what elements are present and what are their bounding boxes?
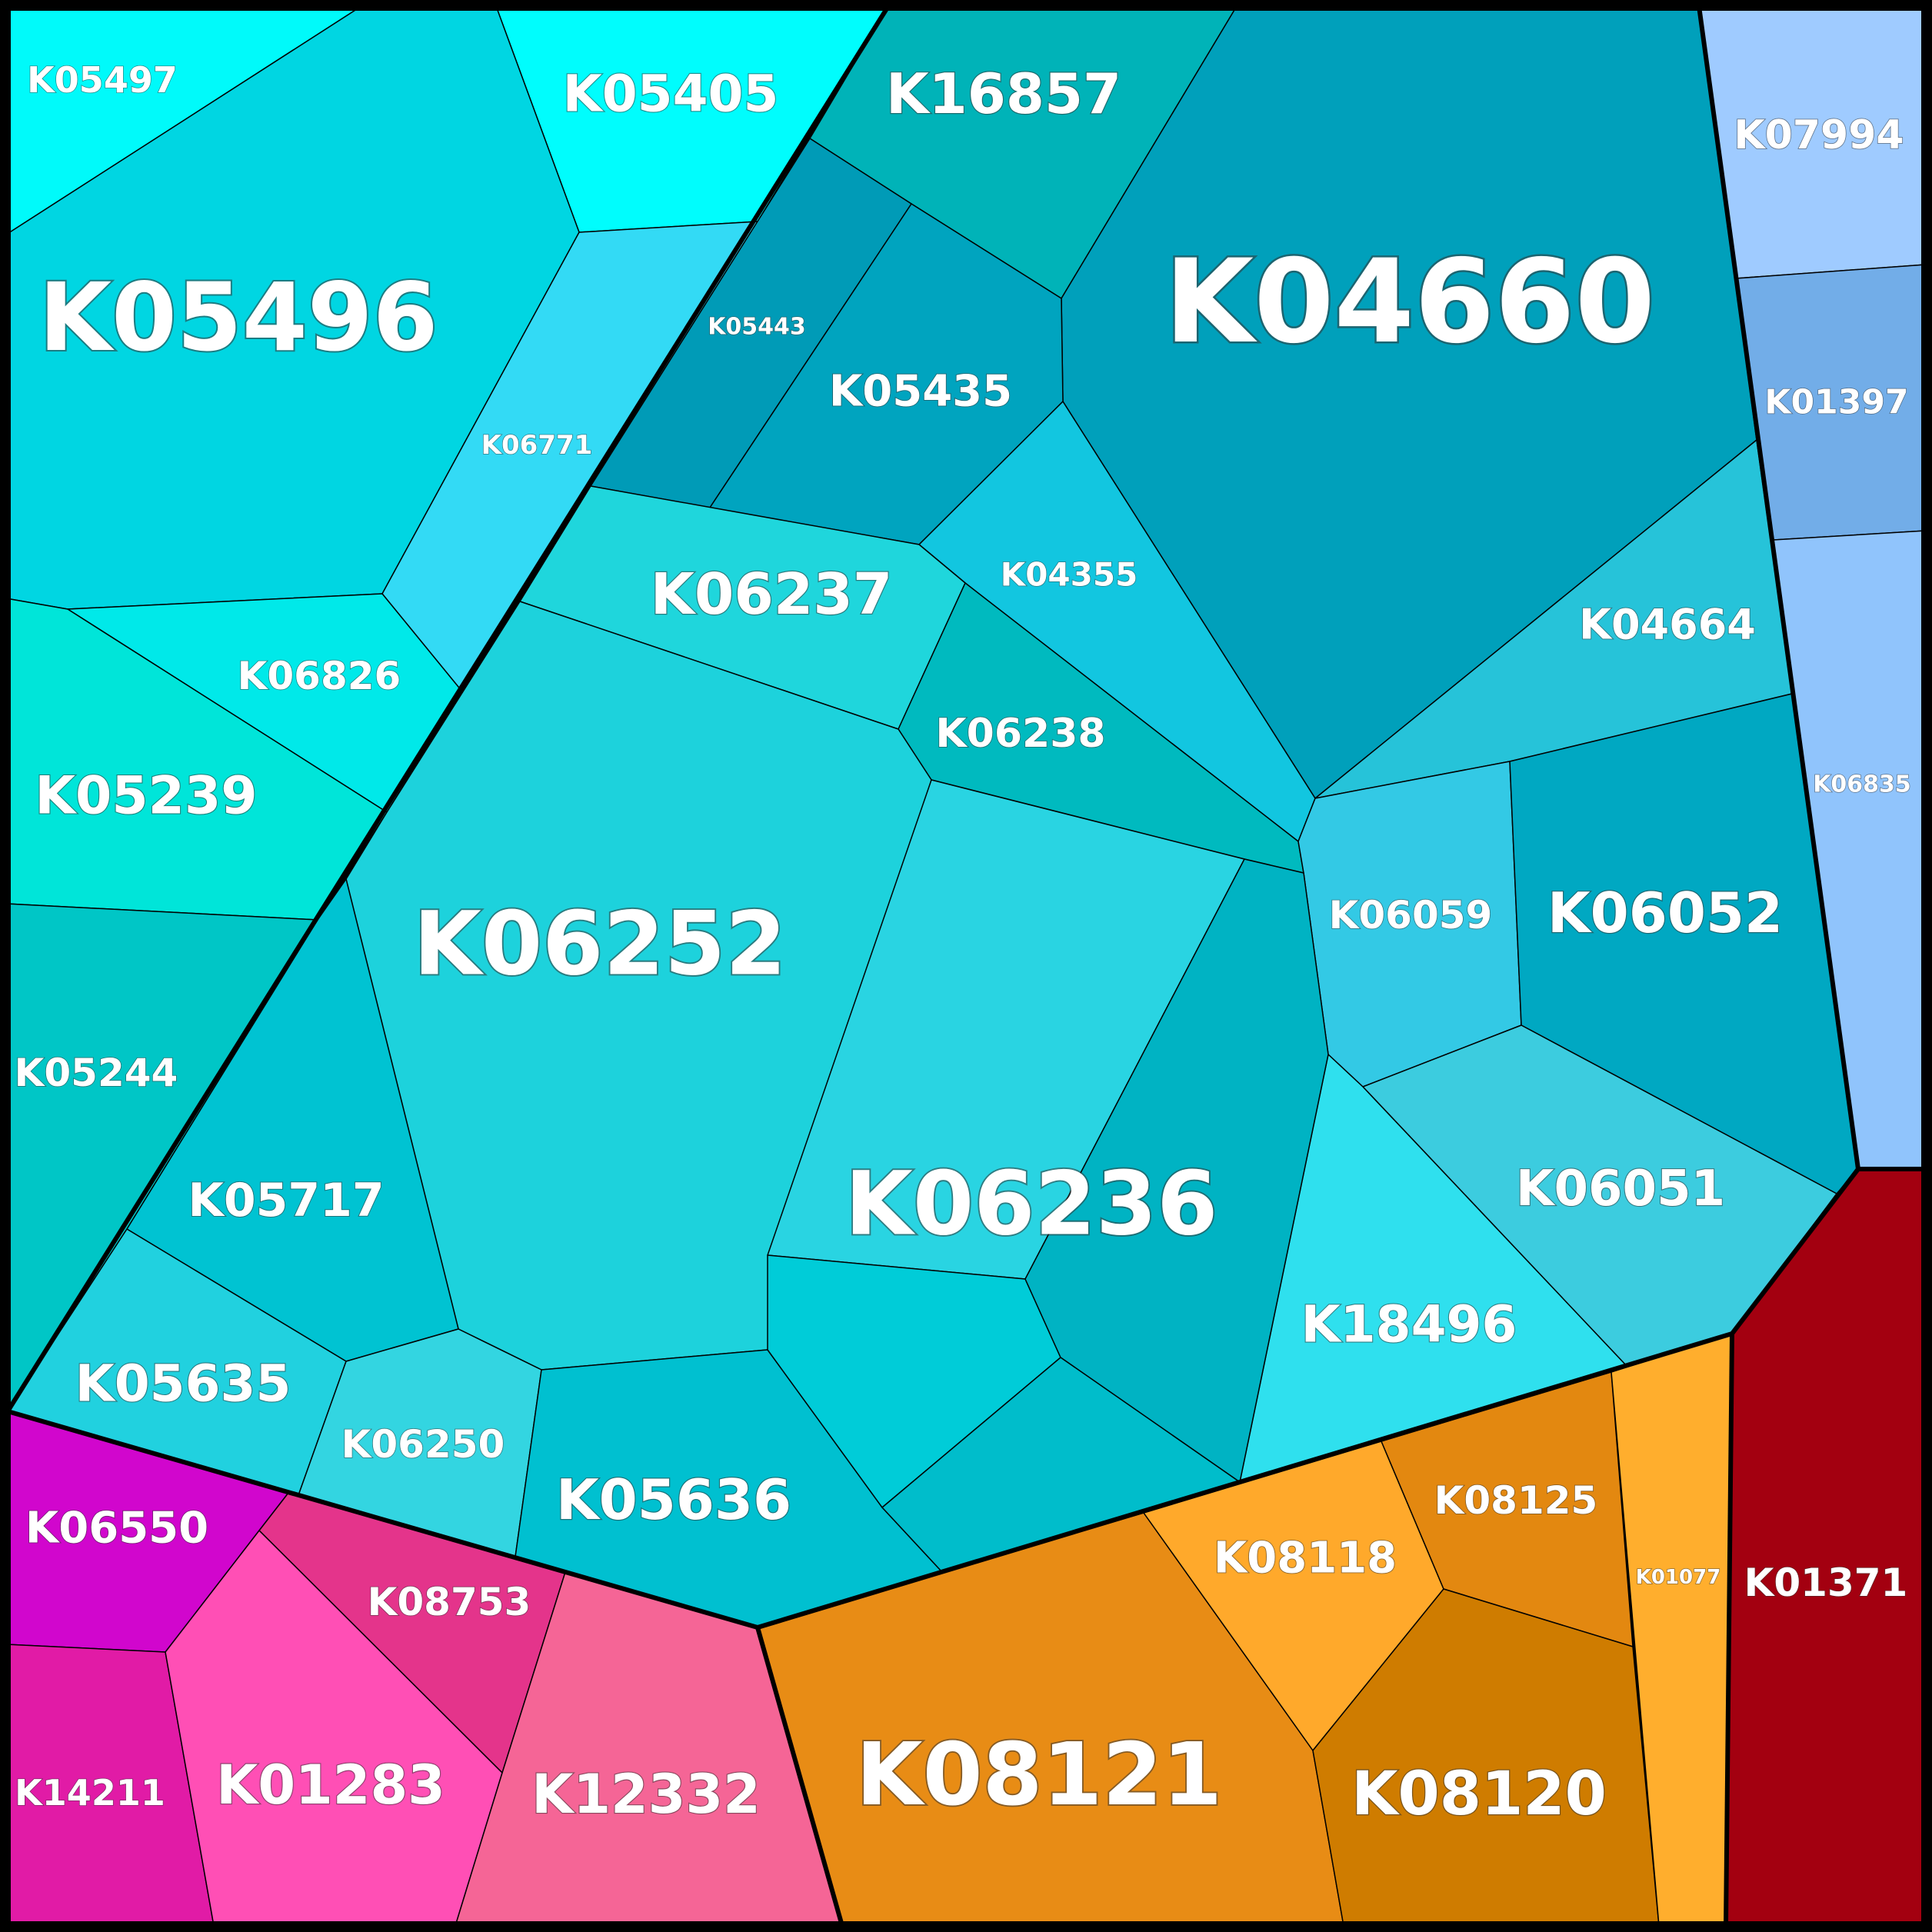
label-k06835: K06835 — [1813, 771, 1911, 798]
label-k16857: K16857 — [886, 62, 1121, 126]
label-k05635: K05635 — [75, 1354, 291, 1414]
label-k06059: K06059 — [1329, 893, 1493, 938]
label-k05405: K05405 — [563, 65, 779, 124]
cyan-group-diagonal-border — [5, 5, 891, 1413]
label-k05496: K05496 — [39, 263, 438, 372]
label-k08753: K08753 — [368, 1580, 531, 1624]
label-k14211: K14211 — [15, 1772, 165, 1814]
label-k08118: K08118 — [1214, 1534, 1397, 1584]
cell-layer — [5, 5, 1927, 1927]
label-k05497: K05497 — [27, 59, 178, 101]
label-k01077: K01077 — [1636, 1566, 1721, 1589]
label-k06771: K06771 — [481, 430, 593, 461]
label-k04355: K04355 — [1001, 556, 1138, 594]
label-k06052: K06052 — [1547, 881, 1783, 945]
label-k18496: K18496 — [1301, 1295, 1517, 1354]
label-k06236: K06236 — [845, 1153, 1218, 1255]
orange-red-divider — [1724, 1333, 1734, 1927]
label-k05244: K05244 — [15, 1051, 178, 1095]
label-k06051: K06051 — [1516, 1161, 1725, 1217]
label-k01371: K01371 — [1744, 1561, 1908, 1605]
label-k01397: K01397 — [1764, 383, 1908, 422]
label-k12332: K12332 — [531, 1763, 761, 1826]
label-k08125: K08125 — [1434, 1478, 1598, 1523]
label-k07994: K07994 — [1734, 112, 1904, 158]
label-k08120: K08120 — [1351, 1760, 1607, 1829]
label-k05239: K05239 — [35, 766, 257, 827]
label-k04660: K04660 — [1164, 235, 1655, 369]
label-k08121: K08121 — [856, 1725, 1222, 1825]
label-k06238: K06238 — [935, 711, 1105, 757]
label-k06237: K06237 — [651, 561, 893, 628]
label-k06550: K06550 — [25, 1504, 208, 1554]
label-k05717: K05717 — [188, 1174, 384, 1227]
pink-orange-divider — [755, 1627, 844, 1927]
label-k05443: K05443 — [708, 314, 806, 341]
label-layer: K05497 K05405 K16857 K04660 K05496 K06771 K054… — [14, 58, 1912, 1830]
label-k05636: K05636 — [556, 1467, 791, 1532]
label-k05435: K05435 — [829, 367, 1012, 417]
blue-group-border — [1697, 5, 1926, 1171]
label-k06250: K06250 — [341, 1422, 505, 1467]
cell-k08120 — [1312, 1588, 1660, 1927]
label-k06826: K06826 — [238, 654, 401, 698]
label-k06252: K06252 — [414, 893, 787, 995]
label-k04664: K04664 — [1579, 601, 1756, 649]
group-borders — [5, 5, 1926, 1927]
cyan-group-bottom-border — [7, 1168, 1860, 1630]
label-k01283: K01283 — [216, 1754, 445, 1817]
